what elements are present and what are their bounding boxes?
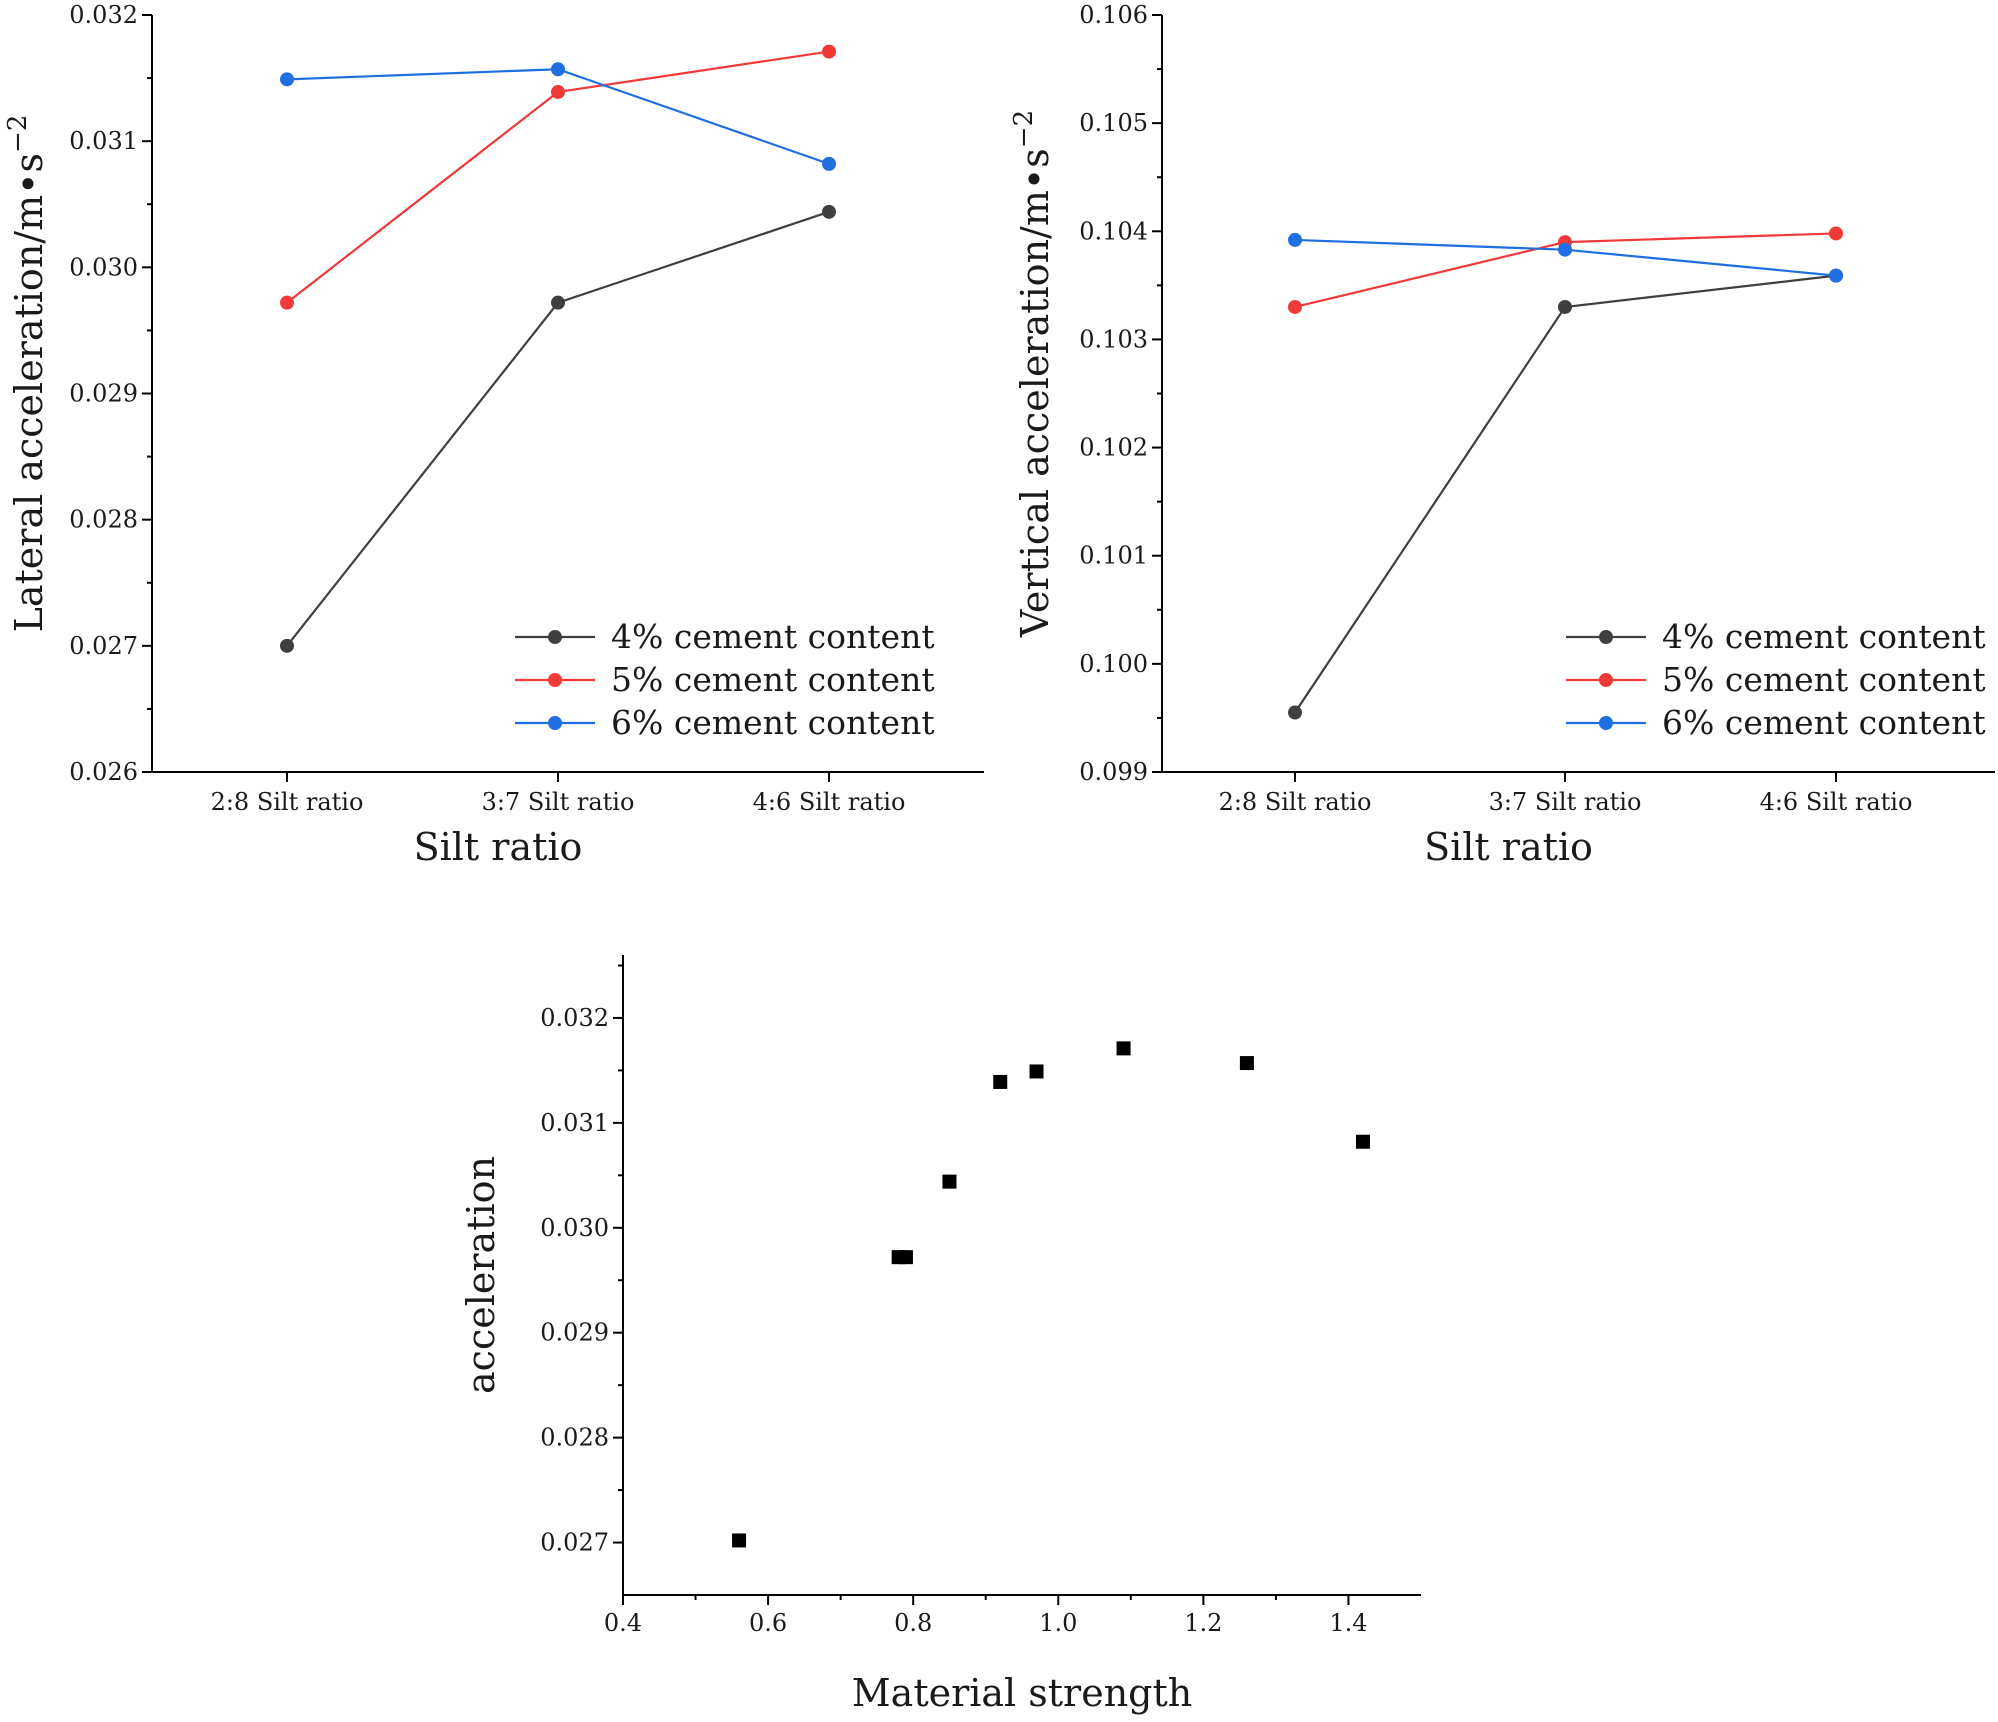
data-point [1288, 232, 1302, 247]
legend-label: 5% cement content [611, 660, 935, 699]
y-axis-title-text: Vertical acceleration/m•s [1013, 148, 1057, 638]
scatter-point [1355, 1134, 1370, 1149]
x-tick-label: 2:8 Silt ratio [211, 788, 364, 816]
x-tick-label: 1.2 [1184, 1609, 1222, 1637]
data-point [822, 204, 836, 219]
vertical-acceleration-chart: 0.099 0.100 0.101 0.102 0.103 0.104 0.105 0.106… [1009, 1, 1995, 869]
legend-marker [548, 716, 562, 730]
scatter-point [732, 1533, 747, 1548]
y-tick-label: 0.104 [1079, 217, 1148, 245]
data-point [1829, 268, 1843, 283]
x-tick-label: 1.0 [1039, 1609, 1077, 1637]
lateral-acceleration-chart: 0.026 0.027 0.028 0.029 0.030 0.031 0.032 2:8 S… [3, 1, 984, 869]
data-point [551, 84, 565, 99]
y-tick-label: 0.030 [69, 253, 138, 281]
data-point [1558, 299, 1572, 314]
y-tick-label: 0.027 [69, 632, 138, 660]
y-axis-title-exponent: −2 [3, 115, 33, 153]
data-point [1829, 226, 1843, 241]
y-tick-label: 0.031 [540, 1109, 609, 1137]
legend: 4% cement content 5% cement content 6% cem… [1566, 617, 1986, 742]
legend-marker [1599, 630, 1613, 644]
legend-marker [1599, 716, 1613, 730]
x-tick-label: 4:6 Silt ratio [1760, 788, 1913, 816]
x-tick-label: 4:6 Silt ratio [753, 788, 906, 816]
scatter-point [898, 1250, 913, 1265]
x-axis-title: Material strength [852, 1671, 1193, 1715]
y-axis-title: Vertical acceleration/m•s−2 [1009, 110, 1057, 638]
x-tick-label: 1.4 [1329, 1609, 1367, 1637]
y-tick-label: 0.028 [540, 1424, 609, 1452]
y-tick-label: 0.099 [1079, 758, 1148, 786]
data-point [822, 156, 836, 171]
y-axis-title: acceleration [459, 1156, 503, 1394]
y-tick-label: 0.027 [540, 1529, 609, 1557]
y-tick-label: 0.031 [69, 127, 138, 155]
scatter-point [942, 1174, 957, 1189]
y-tick-label: 0.103 [1079, 325, 1148, 353]
x-axis-title: Silt ratio [414, 825, 583, 869]
x-tick-label: 2:8 Silt ratio [1219, 788, 1372, 816]
scatter-point [993, 1074, 1008, 1089]
y-axis-title-exponent: −2 [1009, 110, 1039, 148]
legend-label: 4% cement content [1662, 617, 1986, 656]
y-tick-label: 0.102 [1079, 434, 1148, 462]
x-tick-label: 3:7 Silt ratio [1489, 788, 1642, 816]
scatter-point [1239, 1056, 1254, 1071]
legend-marker [548, 630, 562, 644]
y-axis-title: Lateral acceleration/m•s−2 [3, 115, 51, 633]
data-point [1288, 299, 1302, 314]
series-line-6pct [286, 68, 830, 165]
data-point [280, 638, 294, 653]
y-tick-label: 0.029 [69, 380, 138, 408]
data-point [280, 295, 294, 310]
data-point [822, 44, 836, 59]
acceleration-vs-strength-chart: 0.027 0.028 0.029 0.030 0.031 0.032 0.4 0.6 0.8 1… [459, 955, 1421, 1715]
y-tick-label: 0.032 [540, 1004, 609, 1032]
legend-label: 4% cement content [611, 617, 935, 656]
scatter-point [1116, 1041, 1131, 1056]
y-tick-label: 0.032 [69, 1, 138, 29]
y-tick-label: 0.030 [540, 1214, 609, 1242]
legend-marker [1599, 673, 1613, 687]
legend-label: 6% cement content [611, 703, 935, 742]
x-axis-title: Silt ratio [1424, 825, 1593, 869]
data-point [280, 72, 294, 87]
y-tick-label: 0.100 [1079, 650, 1148, 678]
series-line-4pct [286, 210, 830, 647]
legend-marker [548, 673, 562, 687]
y-tick-label: 0.026 [69, 758, 138, 786]
data-point [551, 295, 565, 310]
y-axis-title-text: Lateral acceleration/m•s [7, 153, 51, 632]
y-tick-label: 0.029 [540, 1319, 609, 1347]
x-tick-label: 0.6 [749, 1609, 787, 1637]
data-point [1558, 242, 1572, 257]
y-tick-label: 0.028 [69, 506, 138, 534]
y-tick-label: 0.101 [1079, 542, 1148, 570]
legend-label: 5% cement content [1662, 660, 1986, 699]
y-tick-label: 0.105 [1079, 109, 1148, 137]
data-point [551, 62, 565, 77]
y-tick-label: 0.106 [1079, 1, 1148, 29]
x-tick-label: 3:7 Silt ratio [482, 788, 635, 816]
legend: 4% cement content 5% cement content 6% cem… [515, 617, 935, 742]
legend-label: 6% cement content [1662, 703, 1986, 742]
x-tick-label: 0.4 [604, 1609, 642, 1637]
data-point [1288, 705, 1302, 720]
x-tick-label: 0.8 [894, 1609, 932, 1637]
scatter-point [1029, 1064, 1044, 1079]
